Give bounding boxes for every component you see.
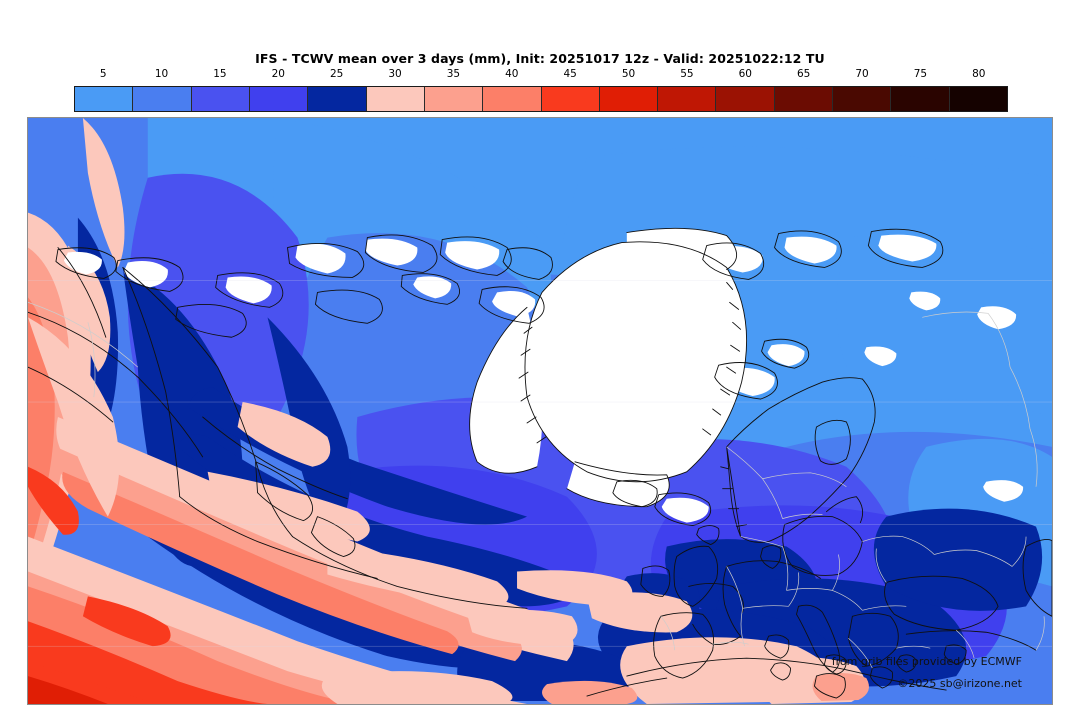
tcwv-contour-field — [28, 118, 1052, 704]
attribution-copyright: ©2025 sb@irizone.net — [897, 677, 1022, 690]
colorbar-tick-75: 75 — [913, 68, 928, 80]
colorbar-tick-35: 35 — [446, 68, 461, 80]
coastlines — [28, 227, 1052, 699]
colorbar-swatch-5 — [366, 87, 425, 111]
colorbar-swatch-9 — [599, 87, 659, 111]
colorbar-swatch-8 — [541, 87, 600, 111]
colorbar-tick-30: 30 — [388, 68, 402, 80]
colorbar-swatch-0 — [75, 87, 134, 111]
page-title: IFS - TCWV mean over 3 days (mm), Init: … — [255, 51, 825, 66]
colorbar-swatch-13 — [833, 87, 892, 111]
colorbar-swatch-14 — [891, 87, 950, 111]
graticule — [28, 280, 1052, 647]
colorbar-tick-60: 60 — [738, 68, 752, 80]
colorbar-swatch-1 — [133, 87, 192, 111]
colorbar-tick-65: 65 — [797, 68, 811, 80]
colorbar-tick-45: 45 — [563, 68, 577, 80]
colorbar-swatches — [74, 86, 1008, 112]
colorbar-tick-40: 40 — [505, 68, 519, 80]
colorbar-tick-5: 5 — [99, 68, 107, 80]
map-canvas[interactable]: from grib files provided by ECMWF ©2025 … — [27, 117, 1053, 705]
colorbar — [74, 86, 1008, 112]
colorbar-tick-15: 15 — [213, 68, 227, 80]
colorbar-swatch-10 — [658, 87, 717, 111]
colorbar-swatch-11 — [716, 87, 775, 111]
colorbar-tick-10: 10 — [154, 68, 169, 80]
colorbar-swatch-2 — [191, 87, 250, 111]
colorbar-swatch-15 — [949, 87, 1007, 111]
colorbar-swatch-4 — [308, 87, 367, 111]
colorbar-swatch-12 — [774, 87, 834, 111]
colorbar-tick-50: 50 — [621, 68, 636, 80]
colorbar-tick-55: 55 — [680, 68, 694, 80]
country-borders — [28, 302, 1045, 669]
colorbar-tick-20: 20 — [271, 68, 285, 80]
colorbar-tick-25: 25 — [330, 68, 344, 80]
colorbar-tick-80: 80 — [972, 68, 986, 80]
colorbar-tick-labels: 5 10 15 20 25 30 35 40 45 50 55 60 65 70 75 80 — [74, 68, 1008, 84]
colorbar-swatch-6 — [424, 87, 484, 111]
colorbar-swatch-7 — [483, 87, 542, 111]
colorbar-tick-70: 70 — [855, 68, 869, 80]
colorbar-swatch-3 — [249, 87, 309, 111]
greenland-landmass — [524, 241, 747, 482]
attribution-source: from grib files provided by ECMWF — [831, 655, 1022, 668]
